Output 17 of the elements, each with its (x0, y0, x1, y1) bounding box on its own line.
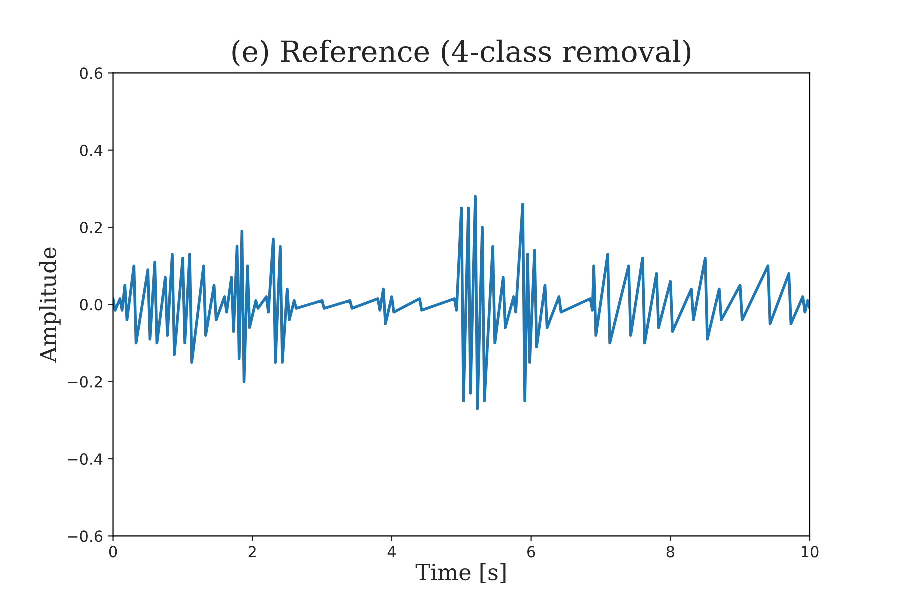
y-axis-title: Amplitude (39, 248, 61, 363)
y-tick-label: −0.2 (68, 376, 102, 388)
y-tick-label: 0.0 (80, 299, 103, 311)
x-axis-title: Time [s] (416, 563, 506, 584)
y-tick-label: −0.6 (68, 530, 103, 542)
x-tick-label: 10 (802, 546, 819, 558)
y-tick-label: 0.2 (80, 222, 102, 234)
y-tick-label: 0.6 (80, 68, 103, 80)
x-tick-label: 0 (109, 546, 118, 558)
line-series (113, 195, 810, 410)
chart-title: (e) Reference (4-class removal) (232, 40, 691, 67)
x-tick-label: 8 (666, 546, 674, 558)
y-tick-label: −0.4 (68, 453, 103, 466)
x-tick-label: 2 (248, 546, 256, 558)
y-tick-label: 0.4 (80, 144, 103, 156)
x-tick-label: 4 (388, 546, 396, 558)
x-tick-label: 6 (528, 546, 536, 558)
